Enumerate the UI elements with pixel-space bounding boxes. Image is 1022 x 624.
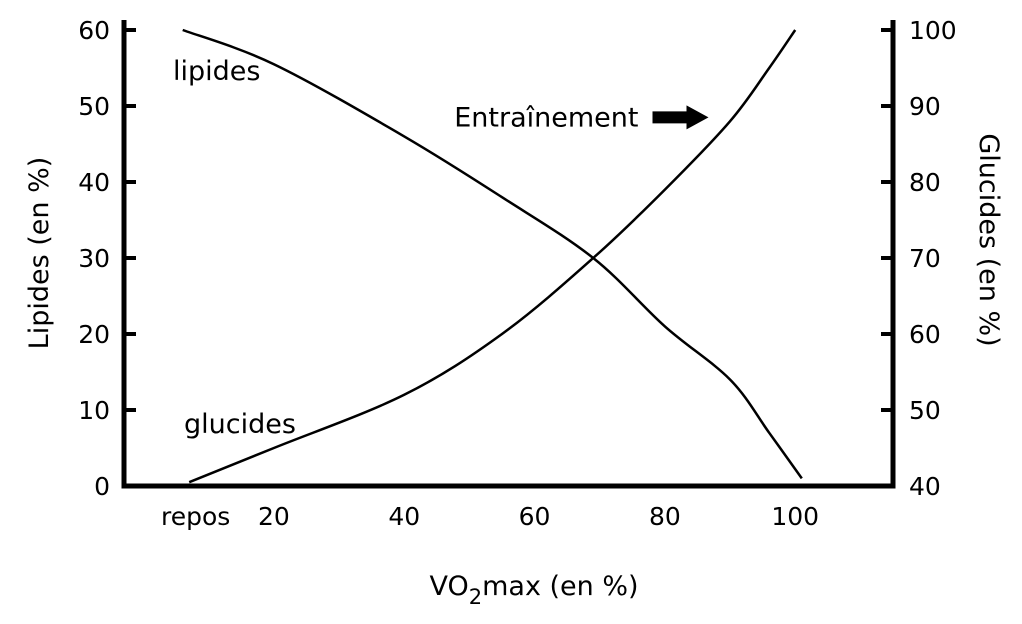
series-label-glucides: glucides bbox=[184, 409, 296, 440]
annotation-entrainement: Entraînement bbox=[454, 102, 638, 133]
x-tick-label: 20 bbox=[258, 502, 290, 531]
left-axis-title: Lipides (en %) bbox=[24, 157, 55, 350]
right-y-tick-label: 60 bbox=[909, 320, 941, 349]
series-label-lipides: lipides bbox=[173, 56, 260, 87]
left-y-tick-label: 0 bbox=[94, 472, 110, 501]
series-line-lipides bbox=[182, 28, 803, 480]
left-y-tick-label: 20 bbox=[78, 320, 110, 349]
x-axis-title-rest: max (en %) bbox=[482, 571, 638, 602]
right-axis-title: Glucides (en %) bbox=[973, 133, 1004, 346]
x-tick-label: 80 bbox=[649, 502, 681, 531]
left-y-tick-label: 60 bbox=[78, 16, 110, 45]
x-axis-title-subscript: 2 bbox=[469, 585, 482, 609]
left-y-tick-label: 50 bbox=[78, 92, 110, 121]
curves bbox=[182, 28, 803, 484]
left-y-tick-label: 10 bbox=[78, 396, 110, 425]
x-tick-label: 100 bbox=[771, 502, 819, 531]
left-y-tick-label: 40 bbox=[78, 168, 110, 197]
right-y-tick-label: 80 bbox=[909, 168, 941, 197]
right-y-tick-label: 100 bbox=[909, 16, 957, 45]
right-y-tick-label: 50 bbox=[909, 396, 941, 425]
x-axis-title: VO2max (en %) bbox=[429, 571, 638, 609]
right-y-tick-label: 70 bbox=[909, 244, 941, 273]
x-tick-label: 40 bbox=[388, 502, 420, 531]
left-y-tick-label: 30 bbox=[78, 244, 110, 273]
series-line-glucides bbox=[188, 29, 797, 484]
labels: lipides glucides Entraînement Lipides (e… bbox=[24, 56, 1004, 609]
x-tick-label: repos bbox=[161, 502, 230, 531]
x-axis-title-main: VO bbox=[429, 571, 468, 602]
annotation-arrow-icon bbox=[652, 105, 709, 130]
right-y-tick-label: 90 bbox=[909, 92, 941, 121]
ticks: 0 10 20 30 40 50 60 40 50 60 70 80 90 100 repos 20 40 60 8… bbox=[78, 16, 957, 531]
x-tick-label: 60 bbox=[519, 502, 551, 531]
right-y-tick-label: 40 bbox=[909, 472, 941, 501]
